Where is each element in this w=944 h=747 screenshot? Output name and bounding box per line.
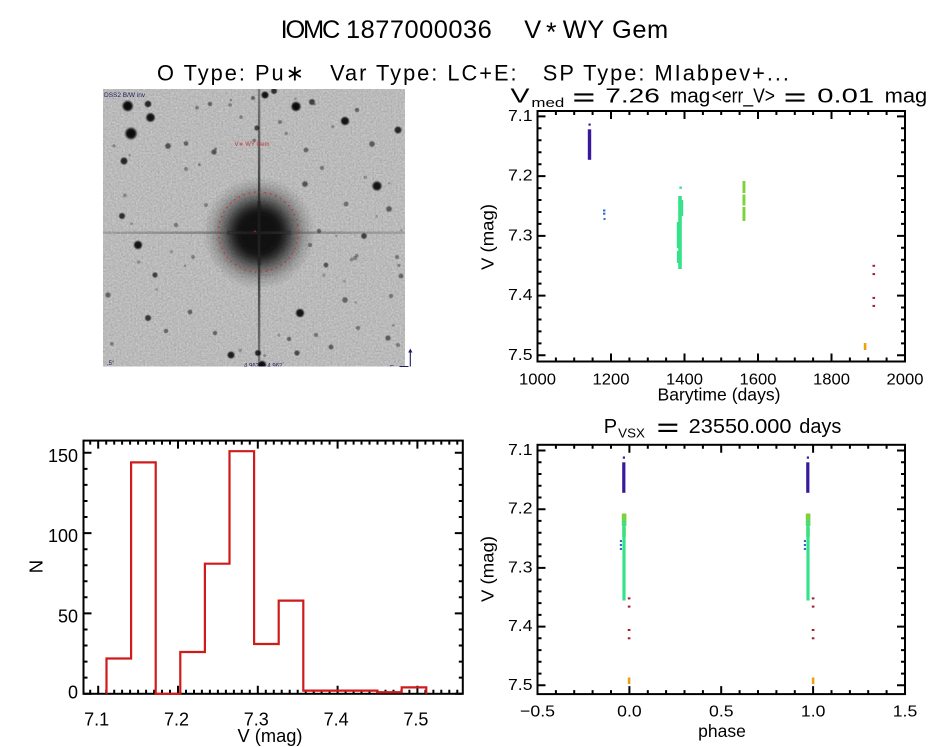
svg-text:V (mag): V (mag) [478,204,498,270]
svg-text:0.0: 0.0 [617,704,642,721]
svg-text:Barytime (days): Barytime (days) [658,385,781,405]
svg-text:+: + [254,229,257,235]
svg-text:7.5: 7.5 [508,347,533,364]
svg-text:7.5: 7.5 [403,710,428,730]
svg-text:phase: phase [698,721,746,741]
svg-text:V (mag): V (mag) [238,726,303,746]
svg-text:V (mag): V (mag) [478,536,498,602]
svg-text:100: 100 [48,526,78,546]
svg-text:1200: 1200 [593,372,630,389]
svg-text:O Type: Pu∗ Var Type: LC+E:: O Type: Pu∗ Var Type: LC+E: SP Type: MIa… [157,60,791,85]
svg-text:7.4: 7.4 [324,710,349,730]
svg-text:N: N [26,560,47,573]
svg-text:0: 0 [68,682,78,702]
svg-text:7.5: 7.5 [508,677,533,694]
svg-text:,5°: ,5° [107,361,115,367]
svg-text:7.2: 7.2 [508,501,533,518]
svg-text:7.1: 7.1 [508,442,533,459]
svg-text:150: 150 [48,446,78,466]
svg-text:1600: 1600 [740,372,777,389]
svg-text:0.5: 0.5 [709,704,734,721]
svg-text:1.0: 1.0 [801,704,826,721]
svg-text:V∗ WY Gem: V∗ WY Gem [235,142,270,148]
svg-text:1.5: 1.5 [893,704,918,721]
svg-text:1000: 1000 [519,372,556,389]
svg-text:7.4: 7.4 [508,618,533,635]
svg-text:7.1: 7.1 [84,710,109,730]
svg-text:7.1: 7.1 [508,108,533,125]
svg-text:1800: 1800 [813,372,850,389]
svg-text:DSS2 B/W inv: DSS2 B/W inv [104,92,146,99]
svg-text:50: 50 [58,606,78,626]
svg-text:7.4: 7.4 [508,287,533,304]
svg-text:7.3: 7.3 [508,559,533,576]
svg-text:−0.5: −0.5 [520,704,555,721]
svg-text:7.2: 7.2 [164,710,189,730]
svg-text:E: E [390,365,395,372]
svg-text:7.3: 7.3 [244,710,269,730]
svg-text:4.962´ x 4.962´: 4.962´ x 4.962´ [244,364,284,370]
svg-text:7.2: 7.2 [508,168,533,185]
svg-text:2000: 2000 [887,372,924,389]
svg-text:1400: 1400 [666,372,703,389]
svg-text:7.3: 7.3 [508,227,533,244]
